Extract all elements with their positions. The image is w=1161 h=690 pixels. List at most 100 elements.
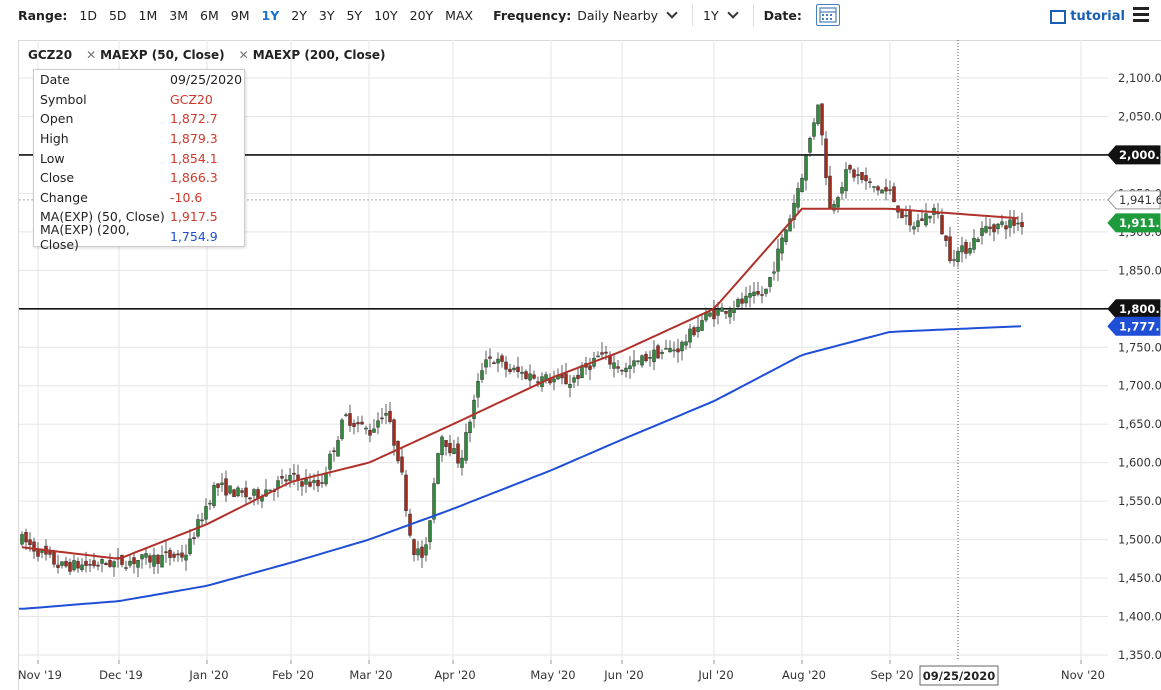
candle-body [336,440,340,457]
range-option-9m[interactable]: 9M [230,7,250,23]
candle-body [604,351,608,354]
candle-body [808,137,812,153]
candle-body [812,122,816,137]
candle-body [732,308,736,313]
candle-body [900,210,904,219]
tooltip-key: High [40,131,69,147]
range-option-3m[interactable]: 3M [169,7,189,23]
y-tick-label: 1,850.0 [1118,263,1161,277]
range-option-6m[interactable]: 6M [200,7,219,23]
period-dropdown[interactable]: 1Y [703,7,739,23]
candle-body [940,215,944,235]
tooltip-key: Open [40,111,74,127]
candle-body [512,367,516,371]
tooltip-row: Date 09/25/2020 [34,70,244,90]
candle-body [528,373,532,381]
candle-body [440,436,444,456]
candle-body [824,138,828,178]
price-labels: 2,000.0 1,800.0 1,941.6 1,911.7 1,777.3 [1107,145,1161,336]
candle-body [724,311,728,314]
candle-body [344,414,348,417]
candle-body [216,483,220,488]
tooltip-row: Open 1,872.7 [34,109,244,129]
candle-body [616,366,620,369]
x-tick-label: May '20 [530,668,575,682]
candle-body [456,443,460,464]
candle-body [632,360,636,367]
candle-body [624,367,628,372]
range-option-5d[interactable]: 5D [108,7,127,23]
tooltip-key: Change [40,189,88,205]
candle-body [636,360,640,363]
candle-body [928,215,932,219]
candle-body [620,369,624,372]
range-option-1d[interactable]: 1D [79,7,97,23]
range-option-1y[interactable]: 1Y [261,7,280,23]
close-icon[interactable]: ✕ [86,48,97,62]
candle-body [168,549,172,558]
frequency-value: Daily Nearby [577,7,659,23]
x-tick-label: Jul '20 [697,668,733,682]
menu-icon[interactable] [1133,7,1149,23]
legend-study-200[interactable]: ✕ MAEXP (200, Close) [238,48,386,62]
candle-body [428,520,432,543]
y-tick-label: 1,450.0 [1118,571,1161,585]
candle-body [72,560,76,571]
candle-body [780,237,784,254]
candle-body [472,399,476,419]
candle-body [832,204,836,211]
range-option-1m[interactable]: 1M [138,7,158,23]
candle-body [728,310,732,318]
candle-body [176,553,180,556]
candle-body [184,554,188,561]
tooltip-key: Symbol [40,91,87,107]
range-option-2y[interactable]: 2Y [291,7,307,23]
range-option-max[interactable]: MAX [445,7,474,23]
candle-body [776,248,780,272]
range-option-10y[interactable]: 10Y [374,7,398,23]
y-tick-label: 1,500.0 [1118,533,1161,547]
candle-body [628,365,632,369]
tooltip-row: MA(EXP) (50, Close) 1,917.5 [34,207,244,227]
crosshair: 09/25/2020 [919,40,999,686]
x-axis: Nov '19 Dec '19 Jan '20 Feb '20 Mar '20 Apr '… [18,660,1105,682]
chart-area [18,40,1161,690]
candle-body [828,175,832,209]
x-tick-label: Dec '19 [99,668,143,682]
candle-body [420,546,424,558]
candle-body [908,210,912,226]
tooltip-row: Symbol GCZ20 [34,90,244,110]
x-tick-label: Feb '20 [272,668,314,682]
candle-body [236,487,240,497]
candle-body [268,489,272,492]
tooltip-value: 1,866.3 [170,170,218,186]
frequency-dropdown[interactable]: Daily Nearby [577,7,678,23]
candle-body [356,422,360,425]
candle-body [892,186,896,203]
candle-body [532,374,536,379]
candle-body [600,352,604,355]
candle-body [140,554,144,560]
candle-body [612,362,616,369]
candle-body [692,327,696,336]
data-tooltip: Date 09/25/2020 Symbol GCZ20 Open 1,872.7 High… [33,69,245,252]
candle-body [860,172,864,180]
candle-body [800,177,804,193]
legend-study-50[interactable]: ✕ MAEXP (50, Close) [86,48,225,62]
candle-body [244,487,248,498]
range-option-5y[interactable]: 5Y [346,7,363,23]
candle-body [888,189,892,191]
tutorial-link[interactable]: tutorial [1050,9,1125,24]
candle-body [1016,222,1020,225]
candle-body [740,298,744,304]
range-option-3y[interactable]: 3Y [318,7,335,23]
close-icon[interactable]: ✕ [238,48,249,62]
range-option-20y[interactable]: 20Y [409,7,434,23]
candle-body [100,559,104,564]
candle-body [444,440,448,447]
candle-body [720,307,724,312]
calendar-icon[interactable] [815,4,840,26]
candle-body [324,472,328,485]
candle-body [28,539,32,545]
